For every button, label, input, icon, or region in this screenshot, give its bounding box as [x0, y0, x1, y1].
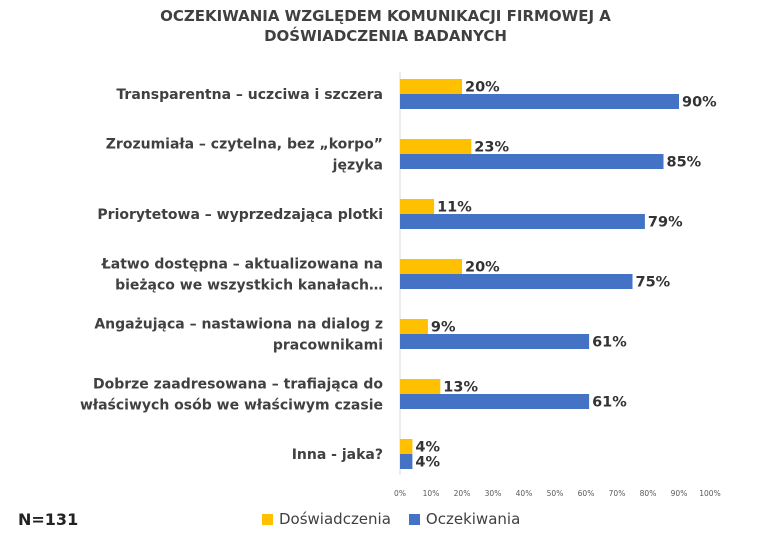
bar-oczekiwania-0 [400, 94, 679, 109]
data-label-doswiadczenia-6: 4% [415, 440, 440, 456]
legend: Doświadczenia Oczekiwania [262, 510, 538, 528]
x-tick-label-7: 70% [609, 489, 626, 498]
category-label-1-line-1: języka [332, 158, 383, 174]
bar-doswiadczenia-4 [400, 319, 428, 334]
sample-size-label: N=131 [18, 510, 79, 529]
bar-oczekiwania-6 [400, 454, 413, 469]
bar-oczekiwania-4 [400, 334, 590, 349]
bar-doswiadczenia-6 [400, 439, 413, 454]
bar-doswiadczenia-0 [400, 79, 462, 94]
category-label-3-line-0: Łatwo dostępna – aktualizowana na [101, 257, 383, 273]
x-tick-label-6: 60% [578, 489, 595, 498]
x-tick-label-9: 90% [671, 489, 688, 498]
category-label-4-line-0: Angażująca – nastawiona na dialog z [94, 317, 383, 333]
data-label-oczekiwania-6: 4% [415, 455, 440, 471]
legend-swatch-oczekiwania [408, 513, 420, 525]
category-label-1-line-0: Zrozumiała – czytelna, bez „korpo” [106, 137, 383, 153]
data-label-oczekiwania-0: 90% [682, 95, 717, 111]
category-label-4-line-1: pracownikami [273, 338, 383, 354]
x-tick-label-1: 10% [423, 489, 440, 498]
chart-title-line-1: OCZEKIWANIA WZGLĘDEM KOMUNIKACJI FIRMOWE… [160, 7, 611, 25]
data-label-doswiadczenia-4: 9% [431, 320, 456, 336]
legend-label-oczekiwania: Oczekiwania [425, 510, 521, 528]
bar-doswiadczenia-1 [400, 139, 472, 154]
x-tick-label-3: 30% [485, 489, 502, 498]
category-label-0-line-0: Transparentna – uczciwa i szczera [116, 87, 383, 103]
category-label-5-line-1: właściwych osób we właściwym czasie [80, 398, 383, 414]
x-tick-label-8: 80% [640, 489, 657, 498]
chart-title-line-2: DOŚWIADCZENIA BADANYCH [264, 27, 507, 45]
data-label-oczekiwania-1: 85% [667, 155, 702, 171]
data-label-oczekiwania-5: 61% [592, 395, 627, 411]
chart-title: OCZEKIWANIA WZGLĘDEM KOMUNIKACJI FIRMOWE… [0, 6, 771, 46]
legend-item-oczekiwania: Oczekiwania [408, 510, 521, 528]
bar-oczekiwania-5 [400, 394, 590, 409]
x-tick-label-0: 0% [394, 489, 406, 498]
bar-doswiadczenia-2 [400, 199, 435, 214]
category-label-5-line-0: Dobrze zaadresowana – trafiająca do [93, 377, 383, 393]
data-label-doswiadczenia-2: 11% [437, 200, 472, 216]
x-tick-label-4: 40% [516, 489, 533, 498]
category-label-2-line-0: Priorytetowa – wyprzedzająca plotki [97, 207, 383, 223]
data-label-doswiadczenia-0: 20% [465, 80, 500, 96]
legend-label-doswiadczenia: Doświadczenia [279, 510, 391, 528]
legend-item-doswiadczenia: Doświadczenia [262, 510, 391, 528]
x-tick-label-5: 50% [547, 489, 564, 498]
legend-swatch-doswiadczenia [262, 513, 273, 525]
data-label-oczekiwania-3: 75% [636, 275, 671, 291]
x-tick-label-2: 20% [454, 489, 471, 498]
category-label-3-line-1: bieżąco we wszystkich kanałach… [115, 278, 383, 294]
bar-oczekiwania-3 [400, 274, 633, 289]
bar-oczekiwania-1 [400, 154, 664, 169]
data-label-oczekiwania-2: 79% [648, 215, 683, 231]
data-label-oczekiwania-4: 61% [592, 335, 627, 351]
bar-doswiadczenia-5 [400, 379, 441, 394]
bar-doswiadczenia-3 [400, 259, 462, 274]
data-label-doswiadczenia-1: 23% [474, 140, 509, 156]
data-label-doswiadczenia-3: 20% [465, 260, 500, 276]
bar-oczekiwania-2 [400, 214, 645, 229]
x-tick-label-10: 100% [699, 489, 720, 498]
category-label-6-line-0: Inna - jaka? [292, 447, 383, 463]
data-label-doswiadczenia-5: 13% [443, 380, 478, 396]
